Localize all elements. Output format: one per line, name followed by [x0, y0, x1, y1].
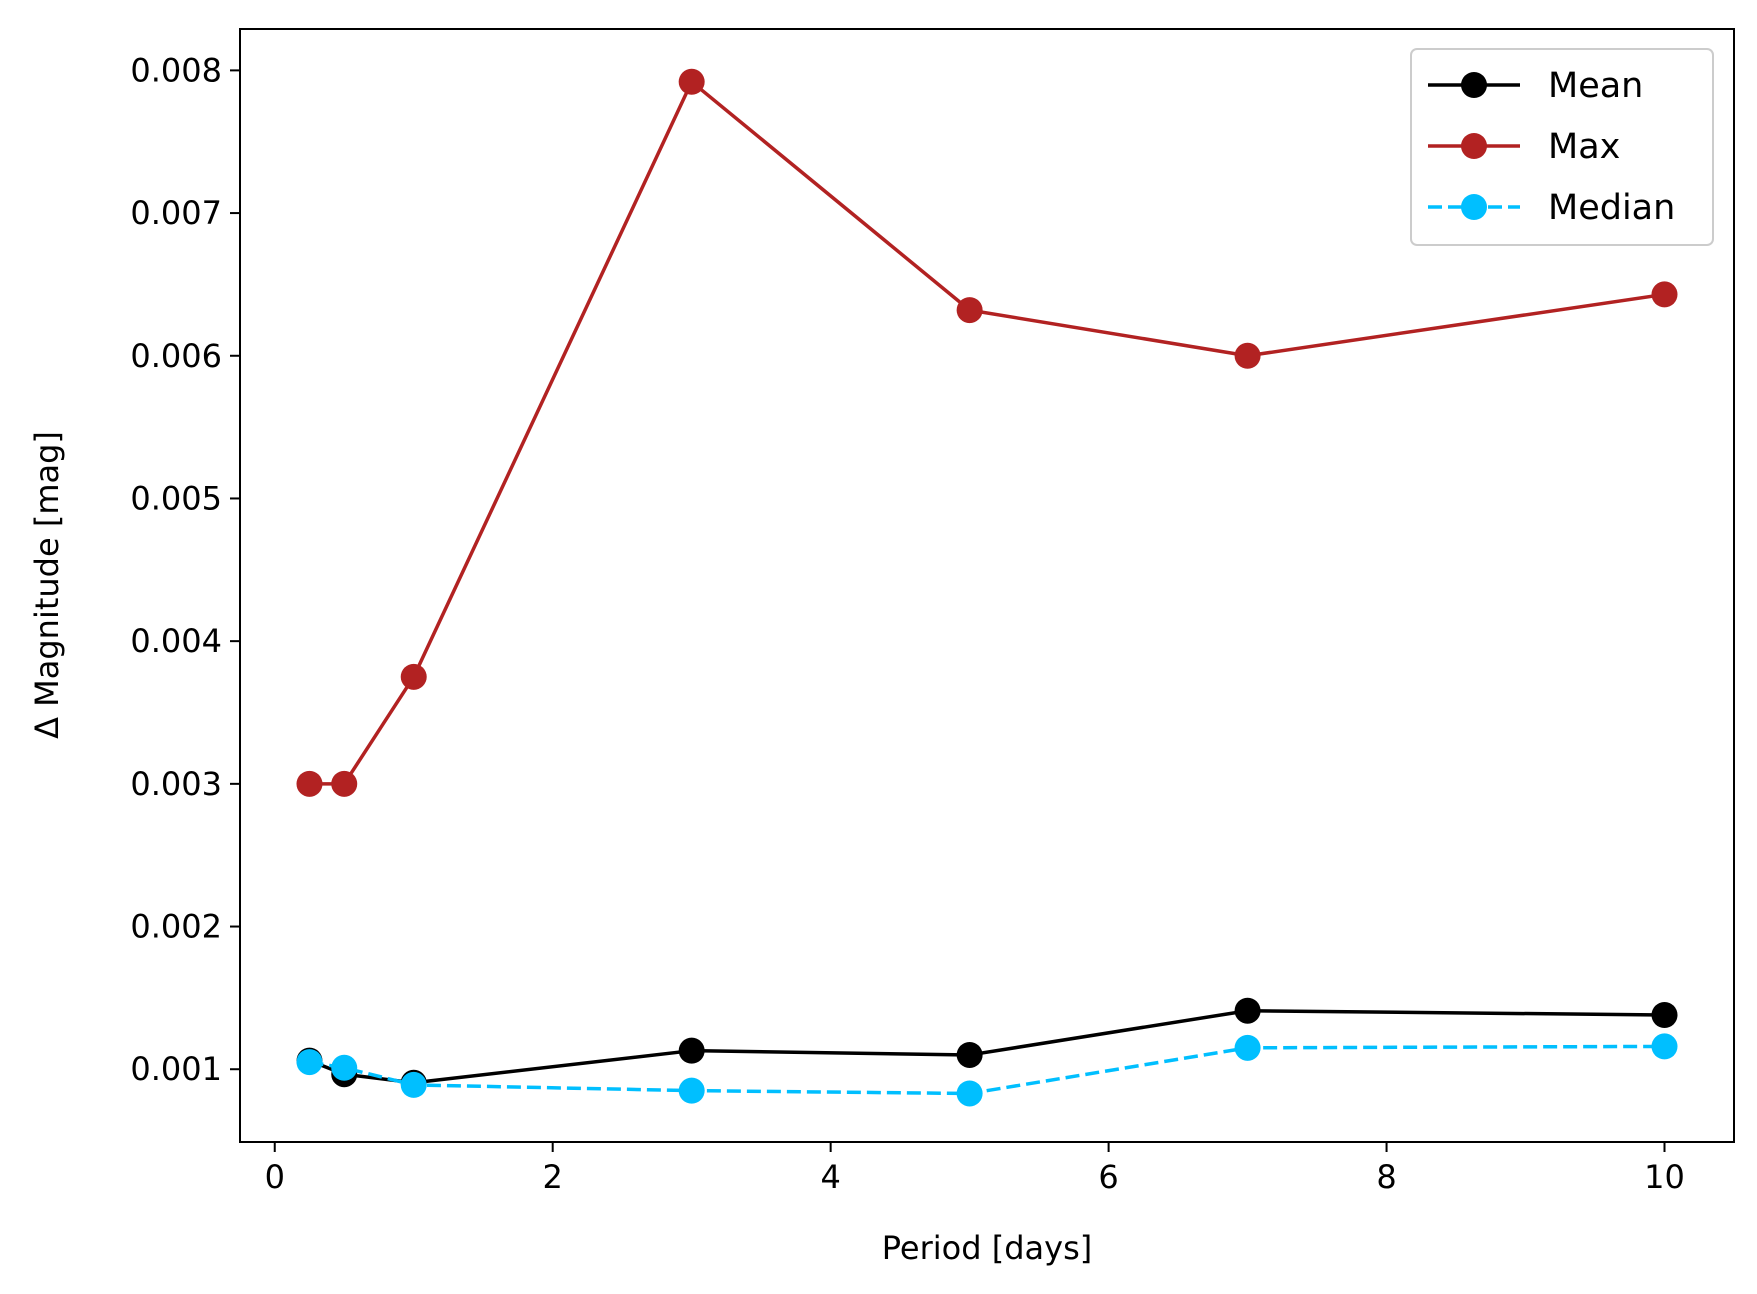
y-axis: 0.001 0.002 0.003 0.004 0.005 0.006 0.007 0.008: [130, 51, 240, 1088]
legend-item-mean: Mean: [1428, 66, 1643, 106]
data-point-median: [678, 1077, 705, 1104]
y-tick-label: 0.005: [130, 479, 222, 517]
legend-label: Mean: [1548, 66, 1643, 106]
legend-item-median: Median: [1428, 188, 1675, 228]
data-point-median: [331, 1054, 358, 1081]
y-tick-label: 0.004: [130, 622, 222, 660]
legend: Mean Max Median: [1410, 48, 1714, 246]
data-point-mean: [678, 1037, 705, 1064]
data-point-max: [678, 68, 705, 95]
data-point-mean: [1651, 1002, 1678, 1029]
legend-marker: [1461, 72, 1487, 98]
y-tick-label: 0.003: [130, 765, 222, 803]
series-median: [296, 1033, 1678, 1107]
data-point-mean: [1234, 997, 1261, 1024]
x-tick-label: 4: [820, 1158, 840, 1196]
y-tick-label: 0.008: [130, 51, 222, 89]
legend-frame: [1410, 48, 1714, 246]
x-tick-label: 2: [543, 1158, 563, 1196]
series-layer: [296, 68, 1678, 1107]
x-tick-label: 6: [1098, 1158, 1118, 1196]
data-point-median: [400, 1071, 427, 1098]
legend-marker: [1461, 133, 1487, 159]
x-axis: 0 2 4 6 8 10: [265, 1142, 1685, 1196]
data-point-max: [1651, 281, 1678, 308]
legend-items: Mean Max Median: [1428, 66, 1675, 228]
plot-frame: [239, 28, 1735, 1143]
data-point-mean: [956, 1041, 983, 1068]
y-tick-label: 0.001: [130, 1050, 222, 1088]
legend-marker: [1461, 194, 1487, 220]
data-point-max: [956, 297, 983, 324]
data-point-max: [400, 663, 427, 690]
data-point-median: [1234, 1034, 1261, 1061]
data-point-max: [331, 770, 358, 797]
data-point-max: [296, 770, 323, 797]
x-tick-label: 0: [265, 1158, 285, 1196]
x-axis-label: Period [days]: [882, 1229, 1092, 1267]
y-tick-label: 0.002: [130, 908, 222, 946]
x-tick-label: 8: [1376, 1158, 1396, 1196]
y-tick-label: 0.007: [130, 194, 222, 232]
legend-item-max: Max: [1428, 127, 1620, 167]
data-point-median: [1651, 1033, 1678, 1060]
data-point-median: [296, 1049, 323, 1076]
legend-label: Median: [1548, 188, 1675, 228]
data-point-max: [1234, 342, 1261, 369]
y-axis-label: Δ Magnitude [mag]: [28, 431, 66, 739]
data-point-median: [956, 1080, 983, 1107]
y-tick-label: 0.006: [130, 337, 222, 375]
x-tick-label: 10: [1644, 1158, 1685, 1196]
legend-label: Max: [1548, 127, 1620, 167]
series-max: [296, 68, 1678, 797]
